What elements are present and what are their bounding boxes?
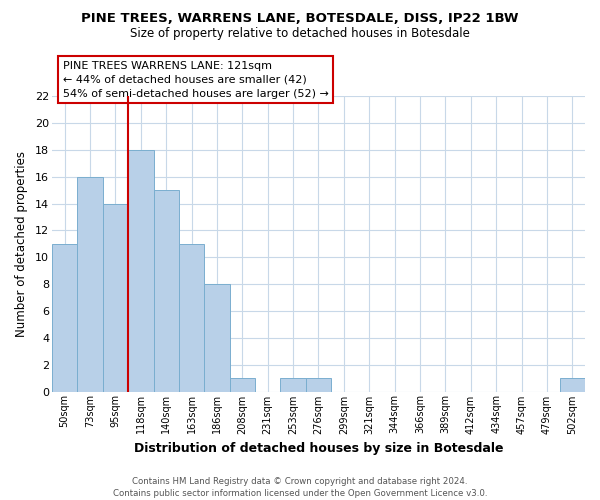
Bar xyxy=(280,378,306,392)
Bar xyxy=(128,150,154,392)
Bar xyxy=(230,378,255,392)
Bar xyxy=(154,190,179,392)
Bar xyxy=(306,378,331,392)
Text: Size of property relative to detached houses in Botesdale: Size of property relative to detached ho… xyxy=(130,28,470,40)
Bar xyxy=(179,244,204,392)
X-axis label: Distribution of detached houses by size in Botesdale: Distribution of detached houses by size … xyxy=(134,442,503,455)
Bar xyxy=(52,244,77,392)
Text: PINE TREES, WARRENS LANE, BOTESDALE, DISS, IP22 1BW: PINE TREES, WARRENS LANE, BOTESDALE, DIS… xyxy=(81,12,519,26)
Y-axis label: Number of detached properties: Number of detached properties xyxy=(15,151,28,337)
Text: Contains HM Land Registry data © Crown copyright and database right 2024.
Contai: Contains HM Land Registry data © Crown c… xyxy=(113,476,487,498)
Bar xyxy=(77,176,103,392)
Bar xyxy=(204,284,230,392)
Bar xyxy=(103,204,128,392)
Bar xyxy=(560,378,585,392)
Text: PINE TREES WARRENS LANE: 121sqm
← 44% of detached houses are smaller (42)
54% of: PINE TREES WARRENS LANE: 121sqm ← 44% of… xyxy=(62,61,329,99)
